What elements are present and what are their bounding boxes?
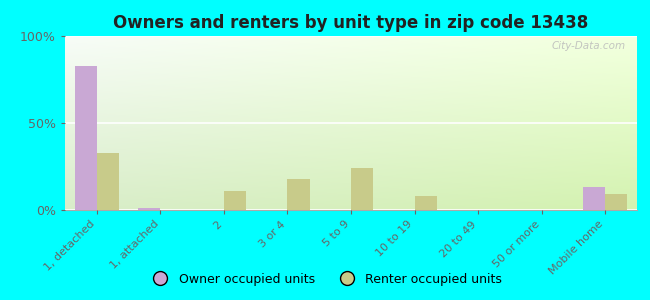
Bar [138, 208, 161, 210]
Bar [287, 179, 309, 210]
Bar [351, 168, 373, 210]
Bar [605, 194, 627, 210]
Bar [583, 188, 605, 210]
Bar [224, 191, 246, 210]
Legend: Owner occupied units, Renter occupied units: Owner occupied units, Renter occupied un… [143, 268, 507, 291]
Text: City-Data.com: City-Data.com [551, 41, 625, 51]
Title: Owners and renters by unit type in zip code 13438: Owners and renters by unit type in zip c… [113, 14, 589, 32]
Bar [75, 66, 97, 210]
Bar [415, 196, 437, 210]
Bar [97, 153, 119, 210]
